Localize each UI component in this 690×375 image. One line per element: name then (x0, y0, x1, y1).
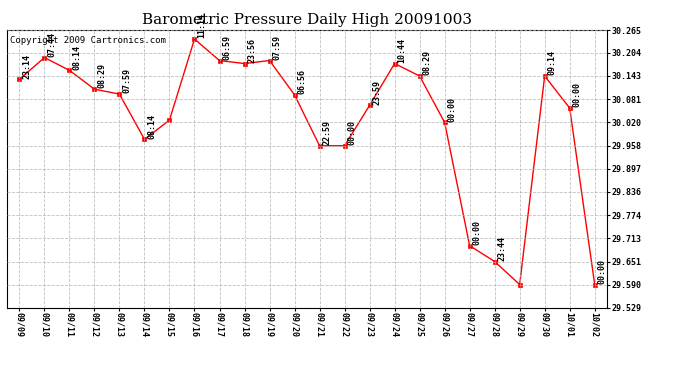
Text: 08:14: 08:14 (72, 45, 81, 70)
Text: 00:00: 00:00 (448, 97, 457, 122)
Text: 00:00: 00:00 (348, 120, 357, 145)
Text: 23:14: 23:14 (22, 54, 32, 79)
Text: 06:56: 06:56 (297, 69, 306, 94)
Text: 07:44: 07:44 (48, 32, 57, 57)
Text: 23:56: 23:56 (248, 38, 257, 63)
Text: 00:00: 00:00 (473, 220, 482, 245)
Text: 23:59: 23:59 (373, 80, 382, 105)
Text: Copyright 2009 Cartronics.com: Copyright 2009 Cartronics.com (10, 36, 166, 45)
Text: 23:44: 23:44 (497, 236, 506, 261)
Text: 08:29: 08:29 (422, 50, 432, 75)
Text: 06:59: 06:59 (222, 35, 232, 60)
Text: 11:14: 11:14 (197, 13, 206, 38)
Text: 22:59: 22:59 (322, 120, 332, 145)
Text: 00:00: 00:00 (573, 82, 582, 107)
Text: 07:59: 07:59 (273, 35, 282, 60)
Text: 07:59: 07:59 (122, 68, 132, 93)
Title: Barometric Pressure Daily High 20091003: Barometric Pressure Daily High 20091003 (142, 13, 472, 27)
Text: 08:29: 08:29 (97, 63, 106, 88)
Text: 10:44: 10:44 (397, 38, 406, 63)
Text: 00:00: 00:00 (598, 259, 607, 284)
Text: 09:14: 09:14 (548, 50, 557, 75)
Text: 08:14: 08:14 (148, 114, 157, 139)
